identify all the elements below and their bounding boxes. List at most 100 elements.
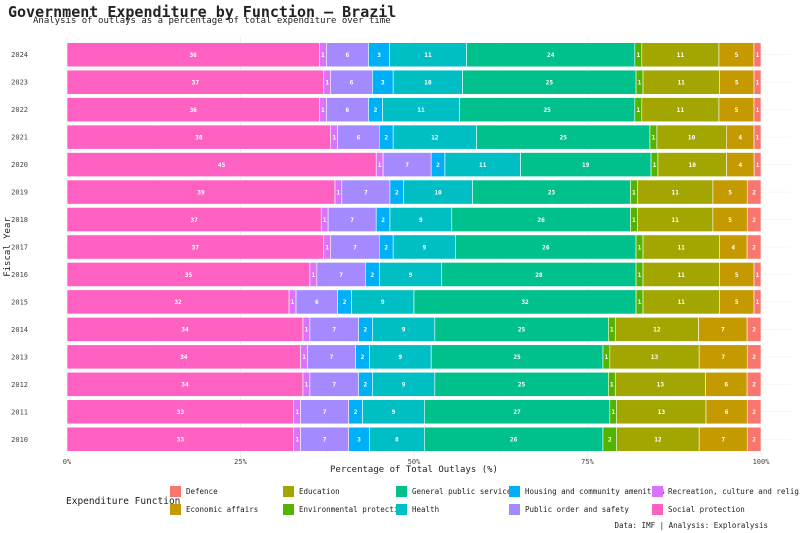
data-label: 2 xyxy=(752,437,756,444)
bar-segment xyxy=(520,152,652,177)
bar-segment xyxy=(66,152,377,177)
bar-segment xyxy=(455,234,637,260)
bar-segment xyxy=(726,152,755,177)
data-label: 1 xyxy=(323,217,327,224)
data-label: 7 xyxy=(323,437,327,444)
bar-segment xyxy=(66,97,320,123)
bar-segment xyxy=(441,262,637,287)
data-label: 5 xyxy=(735,107,739,114)
data-label: 12 xyxy=(654,437,662,444)
bar-segment xyxy=(712,207,748,232)
bar-segment xyxy=(641,42,720,68)
data-label: 1 xyxy=(305,382,309,389)
bar-segment xyxy=(614,371,706,397)
bar-segment xyxy=(472,179,631,205)
y-tick-label: 2016 xyxy=(11,271,28,279)
bar-segment xyxy=(712,179,748,205)
data-label: 33 xyxy=(177,437,185,444)
data-label: 6 xyxy=(315,299,319,306)
legend-swatch xyxy=(396,504,407,515)
data-label: 7 xyxy=(339,272,343,279)
bar-segment xyxy=(698,317,748,342)
bar-segment xyxy=(459,97,636,123)
data-label: 37 xyxy=(192,244,200,251)
data-label: 7 xyxy=(721,327,725,334)
bar-segment xyxy=(753,262,762,287)
data-label: 5 xyxy=(728,189,732,196)
data-label: 7 xyxy=(721,437,725,444)
bar-segment xyxy=(719,289,755,315)
legend-label: Health xyxy=(412,505,440,514)
bar-segment xyxy=(698,426,748,452)
bar-segment xyxy=(430,344,604,370)
data-label: 2 xyxy=(370,272,374,279)
data-label: 1 xyxy=(321,52,325,59)
data-label: 45 xyxy=(218,162,226,169)
legend-swatch xyxy=(652,504,663,515)
legend-label: Recreation, culture and religion xyxy=(668,487,800,496)
data-label: 2 xyxy=(752,327,756,334)
data-label: 8 xyxy=(395,437,399,444)
data-label: 3 xyxy=(357,437,361,444)
bar-segment xyxy=(746,179,762,205)
data-label: 11 xyxy=(479,162,487,169)
bar-segment xyxy=(66,399,295,425)
data-label: 1 xyxy=(291,299,295,306)
data-label: 7 xyxy=(350,217,354,224)
bar-segment xyxy=(369,426,425,452)
bar-segment xyxy=(753,42,762,68)
data-label: 23 xyxy=(548,189,556,196)
bar-segment xyxy=(718,42,755,68)
data-label: 9 xyxy=(419,217,423,224)
data-label: 3 xyxy=(377,52,381,59)
data-label: 25 xyxy=(559,134,567,141)
data-label: 1 xyxy=(756,272,760,279)
data-label: 9 xyxy=(423,244,427,251)
bar-segment xyxy=(746,317,762,342)
y-tick-label: 2024 xyxy=(11,51,28,59)
data-label: 2 xyxy=(343,299,347,306)
data-label: 11 xyxy=(677,244,685,251)
y-tick-label: 2021 xyxy=(11,134,28,142)
data-label: 39 xyxy=(197,189,205,196)
data-label: 7 xyxy=(332,382,336,389)
data-label: 6 xyxy=(350,80,354,87)
legend-title: Expenditure Function xyxy=(66,496,181,507)
legend-swatch xyxy=(652,486,663,497)
data-label: 5 xyxy=(735,299,739,306)
legend-item: Health xyxy=(396,504,509,515)
data-label: 6 xyxy=(346,107,350,114)
data-label: 1 xyxy=(638,80,642,87)
bar-segment xyxy=(341,179,391,205)
legend-label: General public services xyxy=(412,487,516,496)
bar-segment xyxy=(66,207,322,232)
y-axis-title: Fiscal Year xyxy=(3,217,13,277)
bar-segment xyxy=(66,317,304,342)
data-label: 6 xyxy=(357,134,361,141)
data-label: 2 xyxy=(436,162,440,169)
legend-item: Economic affairs xyxy=(170,504,283,515)
data-label: 28 xyxy=(535,272,543,279)
y-tick-label: 2014 xyxy=(11,326,28,334)
data-label: 4 xyxy=(739,162,743,169)
data-label: 5 xyxy=(735,272,739,279)
x-tick-label: 100% xyxy=(753,458,771,466)
data-label: 5 xyxy=(735,52,739,59)
data-label: 9 xyxy=(402,327,406,334)
bar-segment xyxy=(66,371,304,397)
chart-title: Government Expenditure by Function — Bra… xyxy=(8,3,397,21)
legend-item: Defence xyxy=(170,486,283,497)
bar-segment xyxy=(637,207,714,232)
bar-segment xyxy=(657,152,727,177)
x-tick-label: 25% xyxy=(234,458,247,466)
bar-segment xyxy=(746,207,762,232)
legend-swatch xyxy=(283,486,294,497)
data-label: 7 xyxy=(330,354,334,361)
data-label: 12 xyxy=(653,327,661,334)
bar-segment xyxy=(444,152,521,177)
bar-segment xyxy=(642,262,720,287)
data-label: 11 xyxy=(677,272,685,279)
data-label: 25 xyxy=(518,327,526,334)
legend-item: Environmental protection xyxy=(283,504,407,515)
data-label: 19 xyxy=(582,162,590,169)
